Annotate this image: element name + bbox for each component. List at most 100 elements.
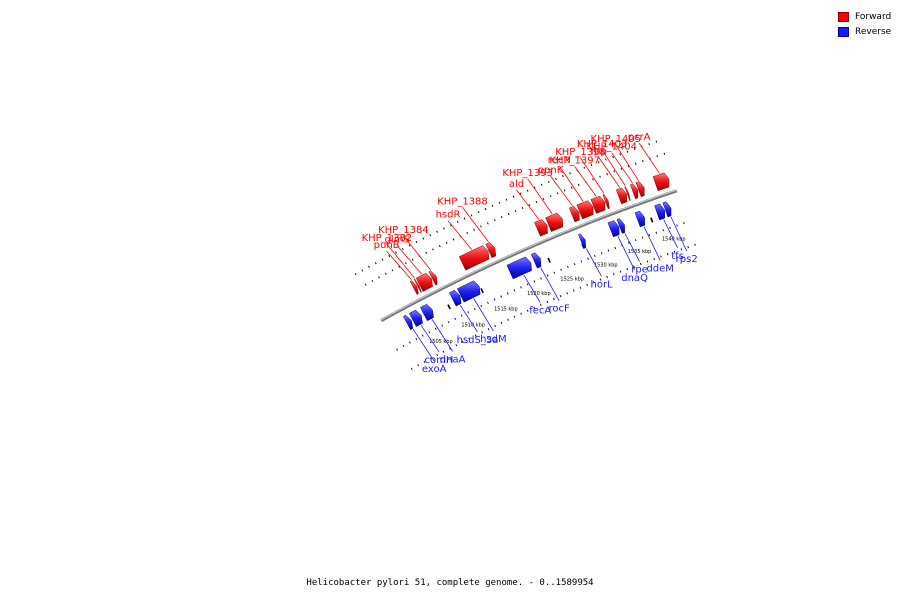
legend-item-forward: Forward — [838, 9, 891, 24]
minor-tick — [533, 306, 536, 309]
gene-punB[interactable] — [409, 280, 419, 295]
minor-tick — [539, 303, 542, 306]
minor-tick — [428, 331, 431, 334]
gene-ppnK[interactable] — [568, 205, 580, 223]
gene-recN[interactable] — [576, 200, 594, 220]
minor-tick — [477, 211, 480, 214]
gene-label-exoA: exoA — [422, 364, 447, 375]
minor-tick — [445, 241, 448, 244]
major-tick — [547, 257, 551, 263]
minor-tick — [528, 203, 531, 207]
gene-glmS[interactable] — [415, 272, 433, 292]
scale-label: 1530 kbp — [594, 262, 618, 268]
legend-reverse-label: Reverse — [855, 26, 892, 37]
minor-tick — [570, 186, 573, 189]
leader-rocF — [540, 267, 560, 301]
gene-pcrA[interactable] — [652, 172, 670, 192]
gene-dnaQ[interactable] — [607, 220, 620, 238]
minor-tick — [455, 344, 458, 347]
leader-recN — [558, 165, 584, 202]
minor-tick — [521, 206, 524, 210]
minor-tick — [680, 248, 683, 251]
minor-tick — [484, 207, 487, 211]
minor-tick — [546, 300, 549, 304]
gene-horL[interactable] — [578, 233, 586, 249]
gene-KHP_1393[interactable] — [545, 212, 564, 232]
gene-label-fecA: fecA — [529, 306, 551, 317]
minor-tick — [592, 178, 594, 181]
gene-label-recN: recN — [548, 155, 571, 166]
minor-tick — [526, 309, 529, 312]
gene-label-KHP_1384: KHP_1384 — [378, 225, 429, 236]
minor-tick — [613, 170, 616, 173]
minor-tick — [447, 321, 450, 324]
minor-tick — [463, 217, 466, 220]
gene-KHP_1403[interactable] — [624, 186, 631, 202]
gene-label-fbp: fbp — [591, 146, 607, 157]
gene-ald[interactable] — [534, 219, 548, 237]
minor-tick — [512, 195, 515, 198]
gene-exoA[interactable] — [403, 314, 414, 331]
minor-tick — [560, 268, 562, 271]
minor-tick — [646, 260, 649, 263]
minor-tick — [633, 148, 636, 151]
minor-ticks — [354, 140, 696, 370]
gene-KHP_1382[interactable] — [413, 278, 422, 293]
gene-label-horL: horL — [591, 279, 614, 290]
minor-tick — [391, 269, 394, 272]
gene-label-KHP_1388: KHP_1388 — [437, 196, 488, 207]
minor-tick — [673, 250, 676, 253]
minor-tick — [402, 344, 405, 348]
gene-rps2[interactable] — [662, 201, 672, 218]
minor-tick — [639, 262, 642, 266]
gene-KHP_1398[interactable] — [602, 194, 610, 210]
minor-tick — [436, 353, 439, 357]
minor-tick — [606, 275, 608, 279]
minor-tick — [656, 155, 658, 158]
minor-tick — [486, 222, 489, 225]
gene-KHP_1388[interactable] — [485, 242, 497, 259]
minor-tick — [493, 298, 496, 301]
minor-tick — [454, 317, 457, 320]
minor-tick — [364, 283, 367, 286]
gene-label-ald: ald — [509, 179, 524, 190]
gene-fbp[interactable] — [615, 187, 627, 205]
minor-tick — [452, 238, 455, 241]
gene-label-KHP_1382: KHP_1382 — [362, 233, 413, 244]
minor-tick — [628, 241, 630, 244]
minor-tick — [460, 314, 463, 317]
minor-tick — [553, 297, 555, 301]
minor-tick — [506, 292, 509, 295]
gene-KHP_1397[interactable] — [590, 195, 606, 214]
gene-hsdR[interactable] — [458, 245, 490, 271]
minor-tick — [423, 360, 426, 364]
minor-tick — [395, 251, 397, 254]
gene-hsdS_3a[interactable] — [449, 289, 462, 307]
minor-tick — [498, 201, 501, 204]
gene-dnaA[interactable] — [420, 303, 434, 322]
minor-tick — [597, 161, 600, 164]
gene-label-KHP_1403: KHP_1403 — [577, 139, 628, 150]
minor-tick — [655, 231, 658, 234]
minor-tick — [580, 260, 583, 263]
gene-label-rocF: rocF — [548, 304, 570, 315]
scale-label: 1520 kbp — [527, 291, 551, 297]
minor-tick — [396, 348, 399, 351]
minor-tick — [404, 262, 407, 265]
leader-rps2 — [670, 216, 688, 252]
gene-KHP_1404[interactable] — [630, 183, 639, 200]
minor-tick — [586, 283, 588, 287]
minor-tick — [569, 172, 571, 175]
gene-ddeM[interactable] — [634, 210, 645, 228]
gene-comH[interactable] — [408, 309, 423, 327]
gene-label-hsdR: hsdR — [436, 210, 461, 221]
gene-rocF[interactable] — [530, 252, 542, 269]
gene-KHP_1384[interactable] — [428, 270, 438, 286]
gene-hsdM[interactable] — [457, 280, 481, 303]
gene-tfs[interactable] — [654, 203, 665, 221]
gene-rpe[interactable] — [616, 218, 625, 234]
leader-ald — [516, 189, 540, 220]
gene-KHP_1405[interactable] — [635, 181, 645, 198]
gene-fecA[interactable] — [506, 256, 532, 280]
